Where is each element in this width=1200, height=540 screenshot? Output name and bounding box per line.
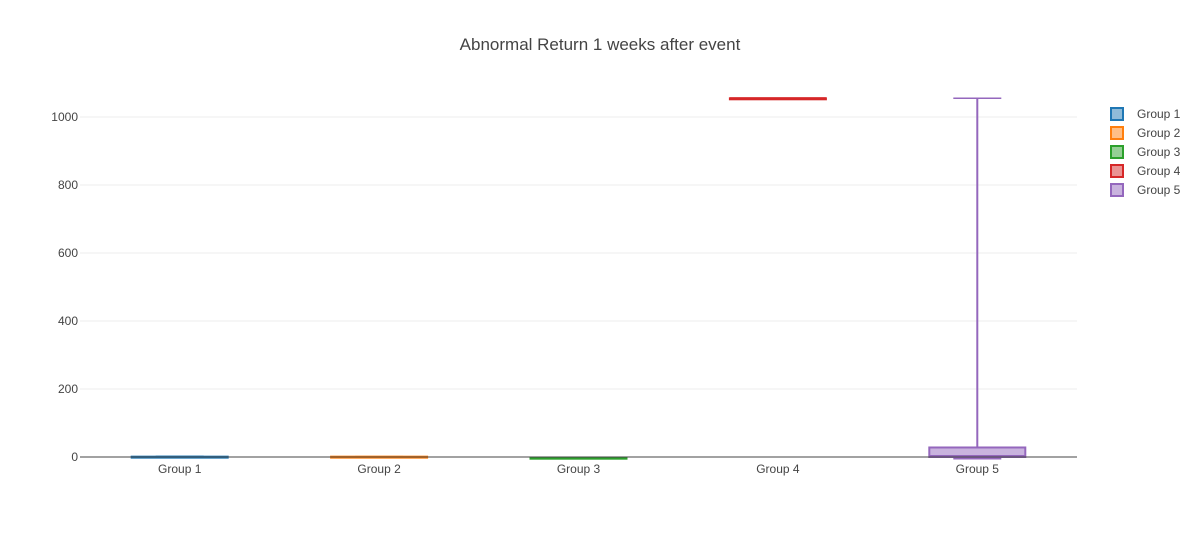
legend-swatch: [1110, 107, 1124, 121]
legend-swatch: [1110, 164, 1124, 178]
box-5[interactable]: [928, 97, 1027, 460]
legend-item-group-1[interactable]: Group 1: [1110, 107, 1181, 121]
legend-swatch: [1110, 126, 1124, 140]
y-tick-label: 600: [58, 246, 78, 260]
x-tick-label: Group 4: [756, 462, 800, 476]
x-tick-label: Group 5: [956, 462, 1000, 476]
legend-label: Group 1: [1137, 107, 1181, 121]
y-tick-label: 200: [58, 382, 78, 396]
chart-title: Abnormal Return 1 weeks after event: [460, 35, 741, 54]
plot-area: [130, 97, 1027, 460]
legend-label: Group 2: [1137, 126, 1181, 140]
y-tick-label: 400: [58, 314, 78, 328]
y-tick-label: 0: [71, 450, 78, 464]
y-tick-label: 1000: [51, 110, 78, 124]
y-axis-ticks: 0 200 400 600 800 1000: [51, 110, 78, 464]
legend-label: Group 3: [1137, 145, 1181, 159]
legend-swatch: [1110, 183, 1124, 197]
x-tick-label: Group 3: [557, 462, 601, 476]
x-axis-ticks: Group 1 Group 2 Group 3 Group 4 Group 5: [158, 462, 999, 476]
x-tick-label: Group 1: [158, 462, 202, 476]
x-tick-label: Group 2: [357, 462, 401, 476]
legend-item-group-2[interactable]: Group 2: [1110, 126, 1181, 140]
legend-label: Group 5: [1137, 183, 1181, 197]
legend[interactable]: Group 1 Group 2 Group 3 Group 4 Group 5: [1110, 107, 1181, 197]
gridlines: [80, 116, 1077, 390]
y-tick-label: 800: [58, 178, 78, 192]
box-3[interactable]: [529, 456, 628, 460]
legend-item-group-4[interactable]: Group 4: [1110, 164, 1181, 178]
legend-swatch: [1110, 145, 1124, 159]
legend-item-group-3[interactable]: Group 3: [1110, 145, 1181, 159]
legend-label: Group 4: [1137, 164, 1181, 178]
legend-item-group-5[interactable]: Group 5: [1110, 183, 1181, 197]
box-4[interactable]: [728, 97, 827, 101]
